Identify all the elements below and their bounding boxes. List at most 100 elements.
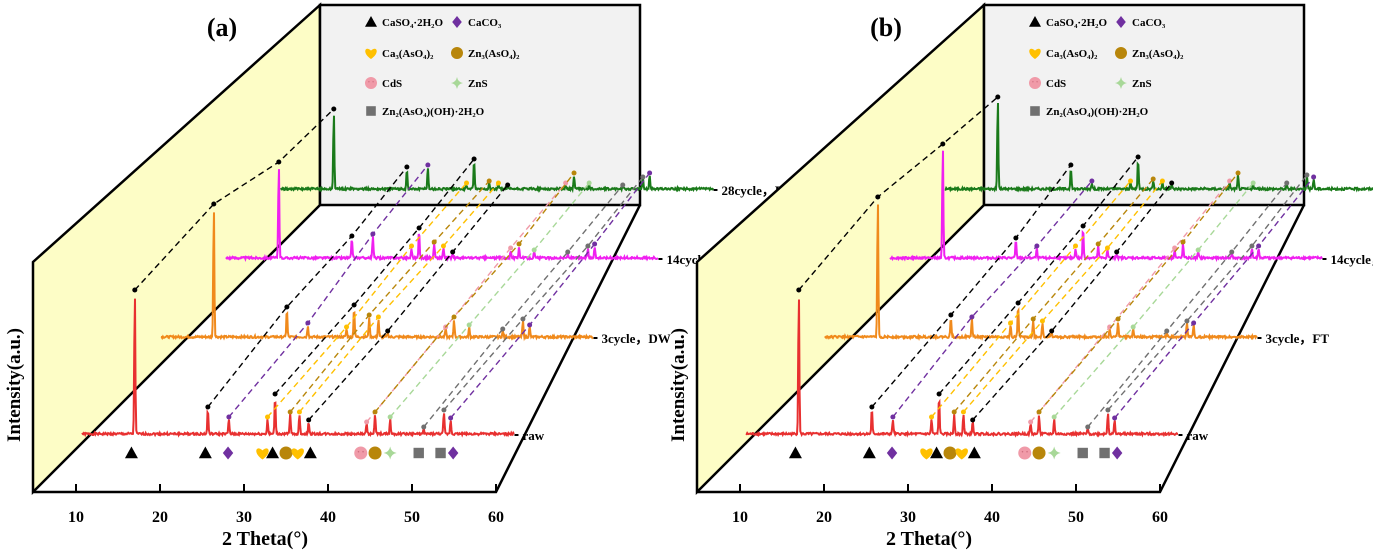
square-icon: [1077, 447, 1088, 459]
peak-dot: [287, 409, 293, 415]
peak-dot: [1115, 316, 1121, 322]
star4-icon: [383, 446, 397, 460]
peak-dot: [1073, 243, 1079, 249]
smiley-circle-icon: [365, 77, 377, 89]
peak-connector: [228, 164, 429, 418]
circle-icon: [943, 446, 957, 460]
triangle-icon: [198, 446, 212, 459]
heart-icon: [365, 48, 377, 59]
peak-dot: [890, 414, 896, 420]
peak-dot: [1184, 318, 1190, 324]
peak-dot: [1080, 223, 1086, 229]
peak-dot: [296, 409, 302, 415]
triangle-shape: [967, 446, 981, 459]
heart-shape: [920, 448, 933, 460]
smiley-circle-icon: [1029, 77, 1041, 89]
eye: [362, 450, 364, 453]
trace-28cycle，FT: [944, 102, 1373, 193]
peak-dot: [516, 241, 522, 247]
triangle-icon: [788, 446, 802, 459]
triangle-icon: [1029, 16, 1041, 27]
peak-dot: [351, 302, 357, 308]
heart-icon: [1029, 48, 1041, 59]
x-tick-label: 50: [1068, 509, 1084, 526]
legend-label: CaSO₄·2H₂O: [1046, 17, 1107, 29]
peak-connector: [1114, 176, 1315, 419]
peak-dot: [565, 249, 571, 255]
square-icon: [366, 106, 376, 116]
heart-icon: [291, 448, 304, 460]
legend-label: Ca₃(AsO₄)₂: [382, 48, 434, 60]
circle-shape: [1029, 77, 1041, 89]
peak-dot: [440, 243, 446, 249]
peak-dot: [1008, 320, 1014, 326]
square-shape: [1030, 106, 1040, 116]
triangle-icon: [303, 446, 317, 459]
x-tick-label: 20: [152, 509, 168, 526]
peak-connector: [953, 178, 1154, 413]
peak-dot: [448, 415, 454, 421]
circle-icon: [368, 446, 382, 460]
x-tick-label: 30: [236, 509, 252, 526]
peak-connector: [308, 184, 509, 421]
peak-dot: [272, 391, 278, 397]
back-wall: [318, 3, 642, 207]
peak-connector: [450, 172, 651, 419]
peak-dot: [305, 320, 311, 326]
triangle-shape: [266, 446, 280, 459]
peak-dot: [500, 326, 506, 332]
diamond-icon: [886, 446, 898, 460]
peak-dot: [1130, 324, 1136, 330]
heart-icon: [955, 448, 968, 460]
peak-connector: [298, 182, 499, 413]
peak-dot: [284, 304, 290, 310]
peak-dot: [1085, 424, 1091, 430]
peak-dot: [1095, 241, 1101, 247]
peak-dot: [948, 312, 954, 318]
peak-dot: [1028, 419, 1034, 425]
peak-dot: [1013, 235, 1019, 241]
x-tick-label: 60: [1152, 509, 1168, 526]
eye: [368, 81, 370, 83]
peak-dot: [466, 322, 472, 328]
x-tick-label: 10: [732, 509, 748, 526]
peak-dot: [1250, 180, 1256, 186]
circle-icon: [1032, 446, 1046, 460]
triangle-shape: [862, 446, 876, 459]
peak-dot: [592, 241, 598, 247]
smiley-circle-icon: [354, 446, 368, 460]
peak-dot: [1159, 178, 1165, 184]
peak-dot: [450, 249, 456, 255]
trace-raw: [81, 298, 515, 438]
legend-label: Zn₃(AsO₄)₂: [1132, 48, 1184, 60]
peak-dot: [585, 243, 591, 249]
star-shape: [1115, 77, 1127, 89]
smiley-circle-icon: [1018, 446, 1032, 460]
peak-dot: [936, 391, 942, 397]
peak-dot: [1114, 249, 1120, 255]
square-icon: [1030, 106, 1040, 116]
peak-connector: [443, 176, 644, 411]
eye: [357, 450, 360, 453]
peak-dot: [1034, 243, 1040, 249]
square-icon: [1099, 447, 1110, 459]
peak-dot: [364, 419, 370, 425]
peak-dot: [441, 407, 447, 413]
circle-shape: [368, 446, 382, 460]
peak-dot: [387, 414, 393, 420]
peak-dot: [1256, 243, 1262, 249]
peak-dot: [366, 312, 372, 318]
circle-shape: [1115, 47, 1127, 59]
peak-connector: [1107, 174, 1308, 411]
peak-dot: [1150, 176, 1156, 182]
legend-label: ZnS: [468, 78, 488, 90]
star4-icon: [1115, 77, 1127, 89]
circle-shape: [1018, 446, 1032, 460]
triangle-shape: [365, 16, 377, 27]
peak-connector: [938, 156, 1139, 395]
peak-dot: [527, 322, 533, 328]
diamond-icon: [447, 446, 459, 460]
panel-a: 10 20 30 40 50 60 2 Theta(°) Intensity(a.u.) (a)…: [4, 2, 797, 550]
peak-dot: [1311, 174, 1317, 180]
